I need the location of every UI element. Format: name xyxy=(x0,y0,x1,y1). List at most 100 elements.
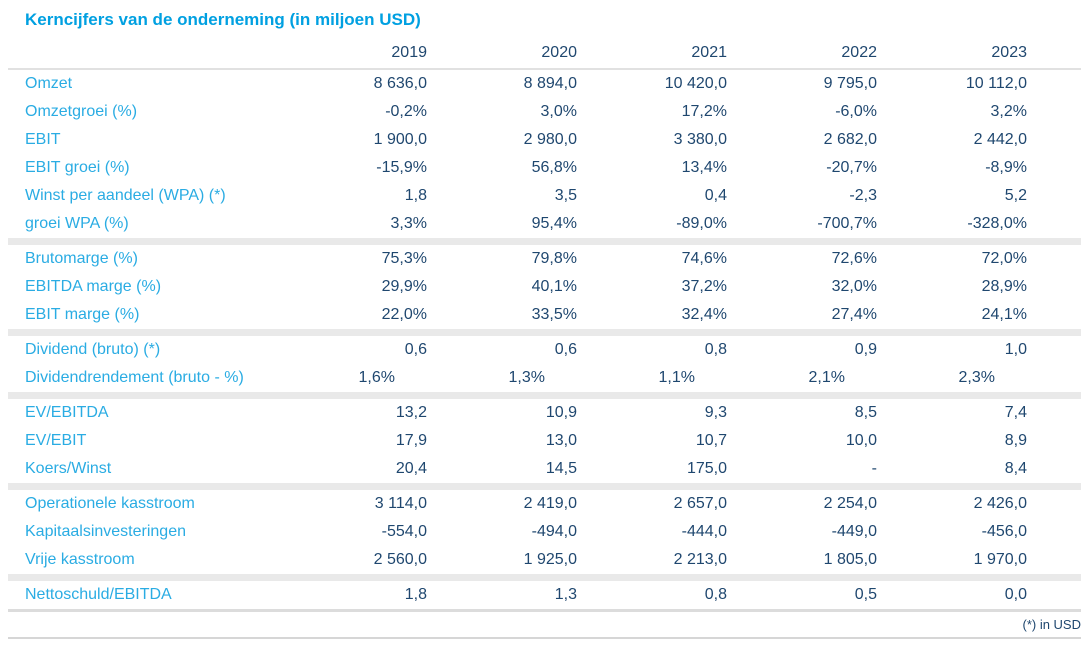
cell-value: 175,0 xyxy=(686,460,727,477)
cell-value: 9,3 xyxy=(704,404,727,421)
cell-value: 0,6 xyxy=(554,341,577,358)
table-row: Vrije kasstroom 2 560,0 1 925,0 2 213,0 1 80… xyxy=(8,546,1081,574)
cell-value: 95,4% xyxy=(531,215,577,232)
cell-value: -494,0 xyxy=(531,523,577,540)
cell-value: -6,0% xyxy=(835,103,877,120)
page-title: Kerncijfers van de onderneming (in miljo… xyxy=(25,10,421,29)
cell-value: 40,1% xyxy=(531,278,577,295)
cell-value: - xyxy=(871,460,877,477)
row-label: Dividend (bruto) (*) xyxy=(25,341,161,358)
cell-value: 22,0% xyxy=(381,306,427,323)
year-column-header: 2020 xyxy=(541,44,577,61)
section-divider xyxy=(8,238,1081,245)
year-column-header: 2022 xyxy=(841,44,877,61)
cell-value: 24,1% xyxy=(981,306,1027,323)
cell-value: 37,2% xyxy=(681,278,727,295)
cell-value: -328,0% xyxy=(967,215,1027,232)
table-row: EBITDA marge (%) 29,9% 40,1% 37,2% 32,0% 28,9… xyxy=(8,273,1081,301)
cell-value: 8 636,0 xyxy=(373,75,427,92)
row-label: Koers/Winst xyxy=(25,460,112,477)
table-row: EBIT groei (%) -15,9% 56,8% 13,4% -20,7% -8,9… xyxy=(8,154,1081,182)
cell-value: 2 419,0 xyxy=(523,495,577,512)
table-row: EV/EBIT 17,9 13,0 10,7 10,0 8,9 xyxy=(8,427,1081,455)
cell-value: -444,0 xyxy=(681,523,727,540)
section-divider xyxy=(8,483,1081,490)
row-label: EBIT xyxy=(25,131,61,148)
cell-value: 3,2% xyxy=(990,103,1027,120)
cell-value: 3,0% xyxy=(540,103,577,120)
cell-value: 2 657,0 xyxy=(673,495,727,512)
table-row: Koers/Winst 20,4 14,5 175,0 - 8,4 xyxy=(8,455,1081,483)
cell-value: -20,7% xyxy=(826,159,877,176)
cell-value: 1,0 xyxy=(1004,341,1027,358)
row-label: EBIT marge (%) xyxy=(25,306,140,323)
cell-value: 10,9 xyxy=(545,404,577,421)
cell-value: 2,1% xyxy=(808,369,845,386)
key-figures-table: 2019 2020 2021 2022 2023 Omzet 8 636,0 8 894,0… xyxy=(8,32,1081,639)
cell-value: 2 426,0 xyxy=(973,495,1027,512)
table-row: Omzet 8 636,0 8 894,0 10 420,0 9 795,0 10 112… xyxy=(8,70,1081,98)
cell-value: 17,2% xyxy=(681,103,727,120)
table-body: Omzet 8 636,0 8 894,0 10 420,0 9 795,0 10 112… xyxy=(8,70,1081,609)
cell-value: 13,0 xyxy=(545,432,577,449)
cell-value: 1,3% xyxy=(508,369,545,386)
table-header-row: 2019 2020 2021 2022 2023 xyxy=(8,32,1081,68)
header-rule xyxy=(8,68,1081,70)
row-label: EBIT groei (%) xyxy=(25,159,130,176)
row-label: Nettoschuld/EBITDA xyxy=(25,586,172,603)
section-divider xyxy=(8,574,1081,581)
year-column-header: 2021 xyxy=(691,44,727,61)
row-label: EV/EBITDA xyxy=(25,404,109,421)
row-label: Winst per aandeel (WPA) (*) xyxy=(25,187,226,204)
cell-value: 32,0% xyxy=(831,278,877,295)
cell-value: -554,0 xyxy=(381,523,427,540)
row-label: Kapitaalsinvesteringen xyxy=(25,523,186,540)
row-label: Operationele kasstroom xyxy=(25,495,195,512)
cell-value: 33,5% xyxy=(531,306,577,323)
cell-value: 1 900,0 xyxy=(373,131,427,148)
cell-value: 2 254,0 xyxy=(823,495,877,512)
table-row: Dividend (bruto) (*) 0,6 0,6 0,8 0,9 1,0 xyxy=(8,336,1081,364)
cell-value: 17,9 xyxy=(395,432,427,449)
cell-value: 0,6 xyxy=(404,341,427,358)
cell-value: -89,0% xyxy=(676,215,727,232)
cell-value: 27,4% xyxy=(831,306,877,323)
cell-value: 1 925,0 xyxy=(523,551,577,568)
cell-value: 2 560,0 xyxy=(373,551,427,568)
row-label: EV/EBIT xyxy=(25,432,87,449)
table-row: Operationele kasstroom 3 114,0 2 419,0 2 65… xyxy=(8,490,1081,518)
cell-value: -2,3 xyxy=(849,187,877,204)
cell-value: 10 420,0 xyxy=(664,75,727,92)
cell-value: 8 894,0 xyxy=(523,75,577,92)
cell-value: 10,0 xyxy=(845,432,877,449)
cell-value: -456,0 xyxy=(981,523,1027,540)
cell-value: 7,4 xyxy=(1004,404,1027,421)
table-row: Omzetgroei (%) -0,2% 3,0% 17,2% -6,0% 3,2% xyxy=(8,98,1081,126)
cell-value: -15,9% xyxy=(376,159,427,176)
row-label: EBITDA marge (%) xyxy=(25,278,162,295)
cell-value: 1,6% xyxy=(358,369,395,386)
cell-value: 0,9 xyxy=(854,341,877,358)
cell-value: 10,7 xyxy=(695,432,727,449)
bottom-rule xyxy=(8,637,1081,639)
cell-value: 56,8% xyxy=(531,159,577,176)
table-row: Kapitaalsinvesteringen -554,0 -494,0 -444,0… xyxy=(8,518,1081,546)
row-label: Omzetgroei (%) xyxy=(25,103,138,120)
cell-value: 5,2 xyxy=(1004,187,1027,204)
cell-value: 9 795,0 xyxy=(823,75,877,92)
footnote: (*) in USD xyxy=(1022,617,1081,632)
cell-value: 0,4 xyxy=(704,187,727,204)
year-column-header: 2023 xyxy=(991,44,1027,61)
row-label: groei WPA (%) xyxy=(25,215,129,232)
cell-value: 0,8 xyxy=(704,341,727,358)
year-column-header: 2019 xyxy=(391,44,427,61)
cell-value: 0,8 xyxy=(704,586,727,603)
cell-value: 1,8 xyxy=(404,586,427,603)
cell-value: 3,3% xyxy=(390,215,427,232)
cell-value: 0,5 xyxy=(854,586,877,603)
cell-value: 1,8 xyxy=(404,187,427,204)
row-label: Dividendrendement (bruto - %) xyxy=(25,369,244,386)
cell-value: 29,9% xyxy=(381,278,427,295)
cell-value: 2 213,0 xyxy=(673,551,727,568)
